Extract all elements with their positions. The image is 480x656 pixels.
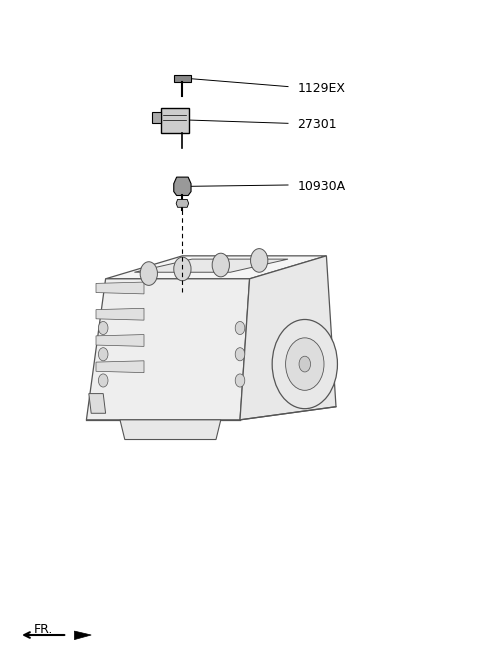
Circle shape [98,321,108,335]
Circle shape [235,374,245,387]
Circle shape [212,253,229,277]
Polygon shape [161,108,189,133]
Circle shape [98,348,108,361]
Circle shape [299,356,311,372]
Polygon shape [134,259,288,272]
Polygon shape [174,177,191,195]
Polygon shape [96,308,144,320]
Circle shape [98,374,108,387]
Circle shape [286,338,324,390]
Text: 27301: 27301 [298,118,337,131]
Polygon shape [240,256,336,420]
Polygon shape [96,335,144,346]
Circle shape [174,257,191,281]
Polygon shape [120,420,221,440]
Polygon shape [74,631,91,640]
Polygon shape [106,256,326,279]
Circle shape [235,348,245,361]
Text: FR.: FR. [34,623,53,636]
Text: 1129EX: 1129EX [298,82,346,95]
Polygon shape [152,112,161,123]
Text: 10930A: 10930A [298,180,346,194]
Polygon shape [176,199,189,207]
Polygon shape [174,75,191,82]
Polygon shape [96,282,144,294]
Circle shape [140,262,157,285]
Polygon shape [89,394,106,413]
Polygon shape [96,361,144,373]
Circle shape [251,249,268,272]
Circle shape [235,321,245,335]
Polygon shape [86,279,250,420]
Circle shape [272,319,337,409]
